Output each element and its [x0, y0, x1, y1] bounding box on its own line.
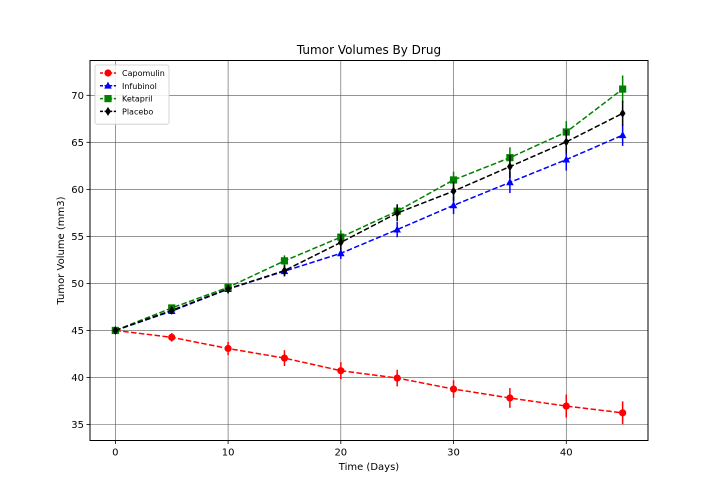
data-point-placebo: [563, 137, 570, 147]
data-point-infubinol: [618, 131, 627, 139]
y-tick-label: 65: [71, 138, 84, 149]
data-point-placebo: [337, 237, 344, 247]
ticks: 0 10 20 30 40 35 40 45 50 55 60 65 70: [71, 91, 572, 459]
data-point-capomulin: [168, 333, 176, 341]
y-tick-label: 35: [71, 420, 84, 431]
y-tick-label: 50: [71, 279, 84, 290]
plot-frame: [89, 60, 649, 441]
legend: Capomulin Infubinol Ketapril Placebo: [94, 64, 170, 125]
data-point-capomulin: [280, 354, 289, 362]
data-point-capomulin: [506, 394, 514, 402]
x-tick-label: 0: [112, 448, 118, 459]
y-tick-label: 70: [71, 91, 84, 102]
data-point-infubinol: [506, 178, 514, 186]
data-point-placebo: [168, 305, 175, 315]
data-point-capomulin: [224, 344, 232, 353]
series-capomulin: [111, 326, 627, 425]
series-line-ketapril: [115, 88, 624, 332]
series-placebo: [112, 100, 626, 335]
data-point-placebo: [507, 162, 513, 172]
y-axis-label: Tumor Volume (mm3): [56, 196, 67, 305]
x-tick-label: 30: [447, 448, 460, 459]
data-point-placebo: [112, 325, 119, 335]
y-tick-label: 45: [71, 326, 84, 337]
data-point-capomulin: [393, 374, 401, 382]
legend-marker-placebo: [105, 106, 111, 116]
legend-marker-capomulin: [104, 69, 112, 77]
data-point-capomulin: [449, 385, 458, 393]
chart-title: Tumor Volumes By Drug: [296, 43, 441, 57]
series-line-placebo: [115, 112, 623, 332]
x-tick-label: 40: [560, 448, 573, 459]
data-point-ketapril: [449, 176, 458, 184]
legend-label-ketapril: Ketapril: [122, 95, 153, 104]
legend-marker-infubinol: [104, 81, 112, 89]
data-point-placebo: [225, 284, 231, 294]
legend-label-capomulin: Capomulin: [122, 69, 165, 78]
legend-box: [94, 64, 170, 125]
series-layer: [111, 75, 627, 425]
data-point-infubinol: [562, 155, 571, 163]
y-tick-label: 60: [71, 185, 84, 196]
data-point-placebo: [281, 266, 288, 276]
x-tick-label: 10: [222, 448, 235, 459]
data-point-ketapril: [619, 85, 627, 93]
data-point-placebo: [450, 186, 457, 196]
data-point-capomulin: [619, 409, 627, 417]
legend-marker-ketapril: [104, 95, 112, 103]
series-line-capomulin: [115, 329, 623, 414]
plot-area: [90, 60, 648, 441]
y-tick-label: 55: [71, 232, 84, 243]
data-point-ketapril: [280, 257, 289, 265]
data-point-infubinol: [449, 201, 458, 209]
data-point-capomulin: [562, 402, 570, 410]
data-point-infubinol: [393, 225, 401, 233]
legend-label-placebo: Placebo: [122, 107, 153, 116]
data-point-capomulin: [337, 367, 345, 375]
data-point-placebo: [394, 208, 401, 218]
data-point-infubinol: [337, 249, 345, 257]
x-axis-label: Time (Days): [338, 462, 400, 473]
y-tick-label: 40: [71, 373, 84, 384]
data-point-placebo: [619, 108, 626, 118]
legend-label-infubinol: Infubinol: [122, 82, 157, 91]
x-tick-label: 20: [334, 448, 347, 459]
